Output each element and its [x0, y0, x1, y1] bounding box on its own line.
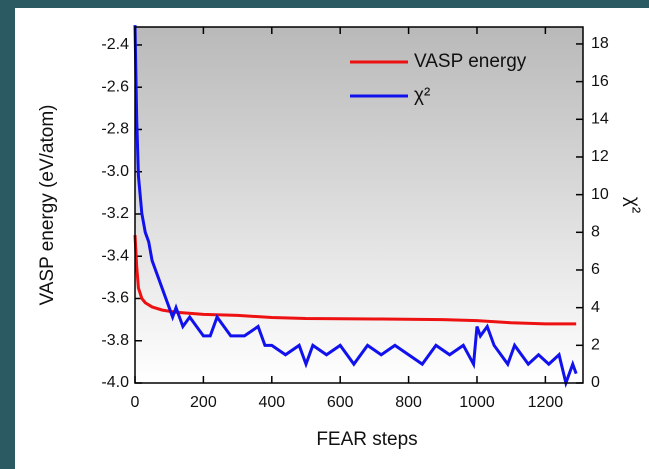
y2-tick-label: 16	[591, 73, 609, 90]
y2-tick-label: 4	[591, 299, 600, 316]
x-tick-label: 600	[327, 394, 354, 411]
data-line	[133, 25, 578, 389]
y-tick-label: -3.4	[101, 247, 129, 264]
y2-tick-label: 6	[591, 261, 600, 278]
y2-tick-label: 0	[591, 374, 600, 391]
y-tick-label: -2.4	[101, 36, 129, 53]
y-tick-label: -3.8	[101, 332, 129, 349]
x-axis-label: FEAR steps	[316, 429, 417, 450]
y-tick-label: -2.6	[101, 78, 129, 95]
plot-area	[135, 27, 583, 383]
y-tick-label: -3.6	[101, 290, 129, 307]
data-line	[133, 235, 577, 326]
x-tick-label: 1000	[459, 394, 495, 411]
y-tick-label: -3.2	[101, 205, 129, 222]
plot-frame	[134, 26, 584, 384]
y2-tick-label: 2	[591, 337, 600, 354]
y2-tick-label: 14	[591, 111, 609, 128]
y2-tick-label: 18	[591, 35, 609, 52]
x-tick-label: 200	[190, 394, 217, 411]
y2-tick-label: 8	[591, 224, 600, 241]
y2-tick-label: 12	[591, 148, 609, 165]
legend-label: χ²	[414, 85, 430, 106]
y2-tick-label: 10	[591, 186, 609, 203]
x-tick-label: 400	[258, 394, 285, 411]
y-tick-label: -3.0	[101, 163, 129, 180]
y2-axis-label: χ²	[622, 197, 643, 213]
y-tick-label: -2.8	[101, 121, 129, 138]
x-tick-label: 0	[131, 394, 140, 411]
x-tick-label: 1200	[528, 394, 564, 411]
legend-label: VASP energy	[414, 51, 527, 72]
x-tick-label: 800	[395, 394, 422, 411]
y-tick-label: -4.0	[101, 374, 129, 391]
y-axis-label: VASP energy (eV/atom)	[37, 104, 58, 305]
